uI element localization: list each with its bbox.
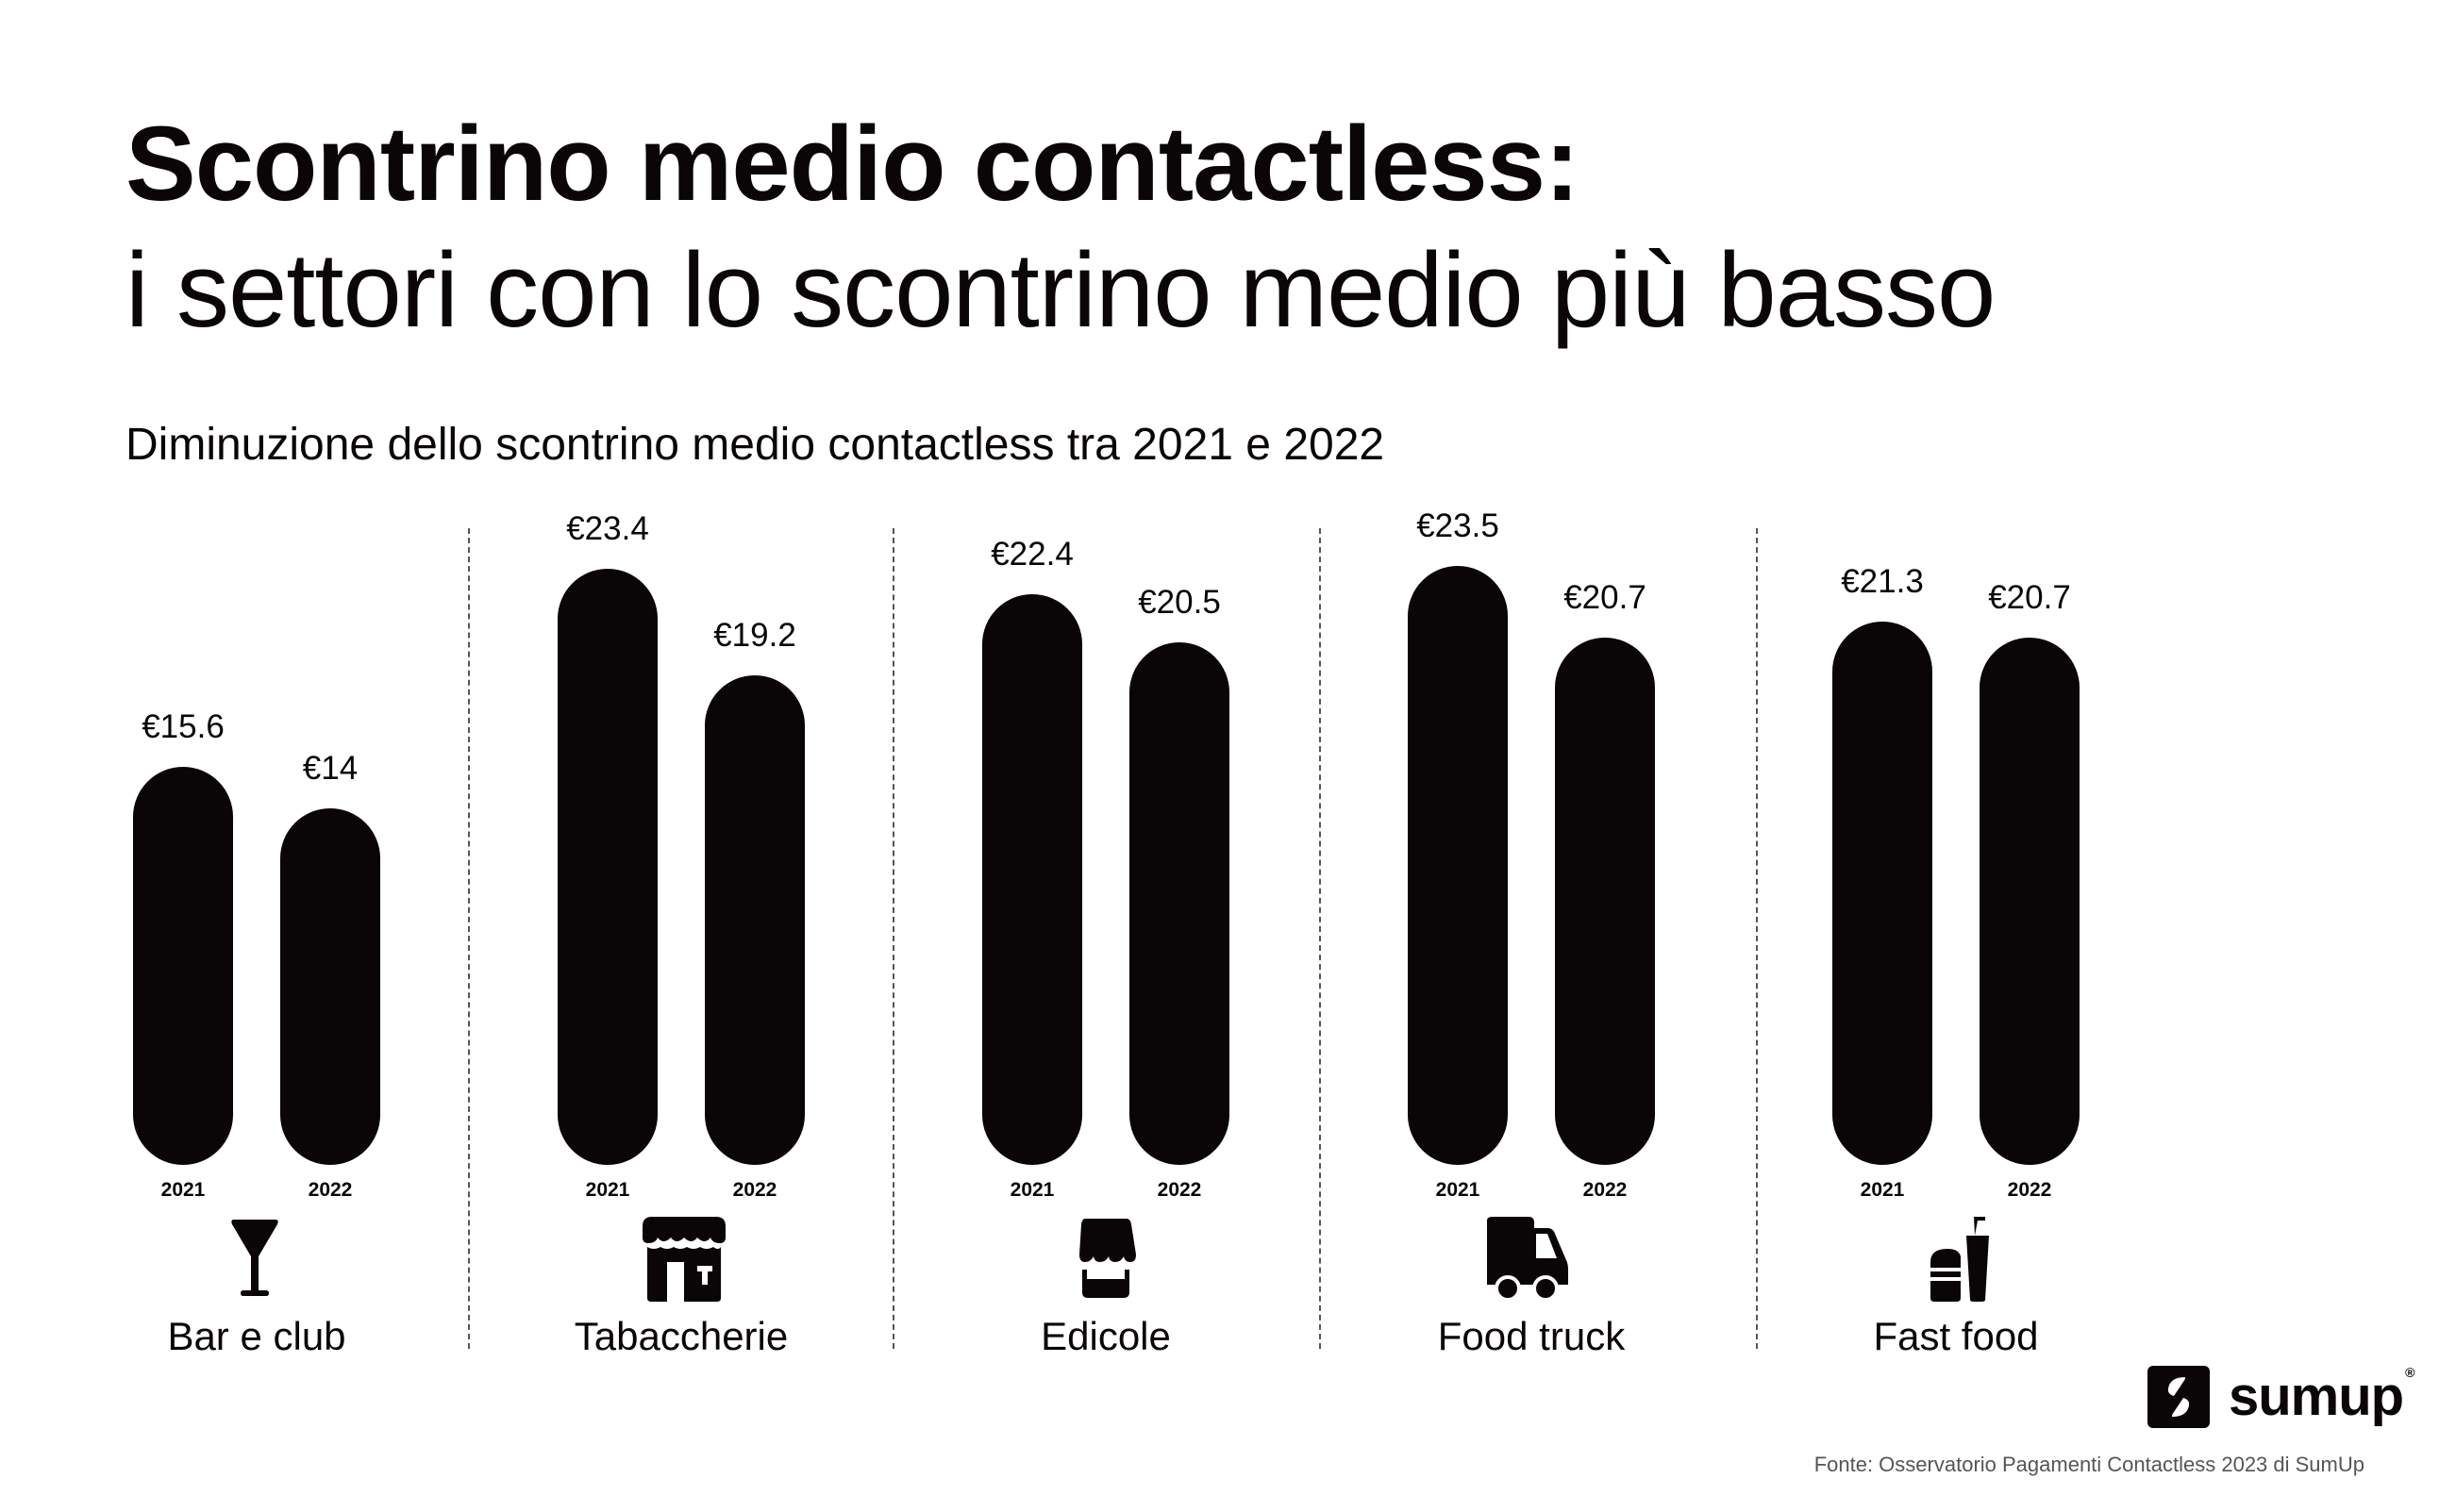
year-label: 2022 [1582, 1179, 1628, 1201]
group-divider [1319, 528, 1321, 1349]
category-label: Bar e club [167, 1314, 346, 1358]
sumup-wordmark: sumup ® [2229, 1365, 2414, 1427]
sumup-s-icon [2167, 1376, 2190, 1417]
category-label: Tabaccherie [574, 1314, 789, 1358]
value-label: €15.6 [142, 708, 225, 746]
sumup-logo-mark [2147, 1365, 2210, 1428]
value-label: €21.3 [1841, 563, 1924, 601]
year-label: 2021 [1010, 1179, 1055, 1201]
page-title: Scontrino medio contactless: [125, 105, 1579, 223]
group-divider [1756, 528, 1758, 1349]
burger-drink-icon [1930, 1217, 1989, 1302]
category-label: Edicole [1041, 1314, 1171, 1358]
source-note: Fonte: Osservatorio Pagamenti Contactles… [1813, 1453, 2364, 1476]
chart-subtitle: Diminuzione dello scontrino medio contac… [125, 420, 1385, 470]
value-label: €23.4 [566, 509, 649, 547]
newsstand-icon [1079, 1219, 1136, 1298]
year-label: 2021 [585, 1179, 630, 1201]
bar-2021 [1832, 622, 1932, 1165]
truck-icon [1487, 1217, 1568, 1302]
year-label: 2021 [1435, 1179, 1480, 1201]
value-label: €20.7 [1988, 578, 2071, 616]
bar-2021 [982, 593, 1082, 1165]
category-label: Fast food [1873, 1314, 2039, 1358]
sumup-logo: sumup ® [2147, 1365, 2414, 1428]
year-label: 2022 [308, 1179, 353, 1201]
group-divider [468, 528, 470, 1349]
year-label: 2022 [732, 1179, 777, 1201]
bar-2022 [1555, 637, 1655, 1165]
value-label: €20.5 [1138, 584, 1221, 622]
page-title-line2: i settori con lo scontrino medio più bas… [125, 231, 1996, 349]
value-label: €22.4 [991, 535, 1074, 573]
bar-2021 [558, 568, 658, 1165]
tobacco-shop-icon [643, 1217, 726, 1302]
bar-2022 [1129, 642, 1229, 1165]
bar-2022 [280, 807, 380, 1165]
value-label: €20.7 [1563, 578, 1646, 616]
value-label: €23.5 [1416, 507, 1499, 544]
value-label: €14 [302, 749, 359, 787]
bar-2021 [1408, 566, 1508, 1165]
year-label: 2022 [1157, 1179, 1202, 1201]
year-label: 2021 [1860, 1179, 1905, 1201]
category-label: Food truck [1437, 1314, 1626, 1358]
year-label: 2022 [2007, 1179, 2052, 1201]
group-divider [893, 528, 894, 1349]
year-label: 2021 [160, 1179, 206, 1201]
cocktail-glass-icon [231, 1220, 278, 1296]
bar-2022 [1980, 637, 2080, 1165]
bar-2021 [133, 767, 233, 1165]
value-label: €19.2 [713, 617, 796, 655]
bar-2022 [705, 675, 805, 1165]
